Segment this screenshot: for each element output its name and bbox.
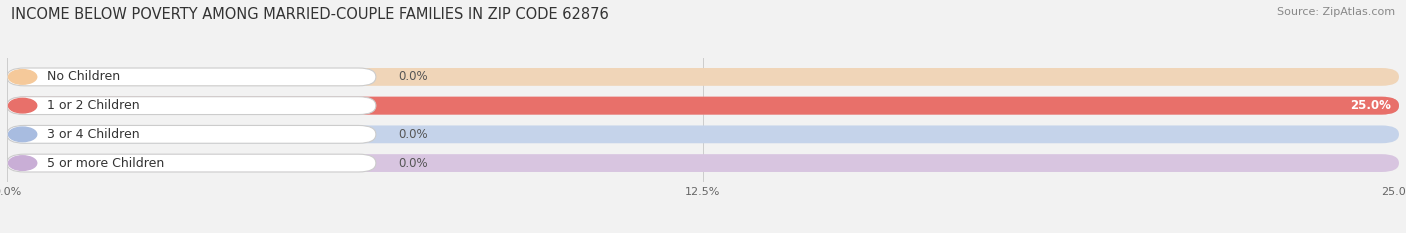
Text: 5 or more Children: 5 or more Children (46, 157, 163, 170)
Text: 0.0%: 0.0% (398, 70, 427, 83)
Text: 0.0%: 0.0% (398, 157, 427, 170)
FancyBboxPatch shape (7, 68, 375, 86)
Text: 1 or 2 Children: 1 or 2 Children (46, 99, 139, 112)
Circle shape (8, 70, 37, 84)
FancyBboxPatch shape (7, 125, 1399, 143)
FancyBboxPatch shape (7, 97, 1399, 115)
Text: INCOME BELOW POVERTY AMONG MARRIED-COUPLE FAMILIES IN ZIP CODE 62876: INCOME BELOW POVERTY AMONG MARRIED-COUPL… (11, 7, 609, 22)
Text: 25.0%: 25.0% (1350, 99, 1391, 112)
Text: Source: ZipAtlas.com: Source: ZipAtlas.com (1277, 7, 1395, 17)
FancyBboxPatch shape (7, 125, 375, 143)
FancyBboxPatch shape (7, 68, 1399, 86)
Circle shape (8, 127, 37, 142)
Circle shape (8, 156, 37, 170)
Circle shape (8, 98, 37, 113)
Text: 3 or 4 Children: 3 or 4 Children (46, 128, 139, 141)
FancyBboxPatch shape (7, 154, 375, 172)
FancyBboxPatch shape (7, 154, 1399, 172)
Text: No Children: No Children (46, 70, 120, 83)
FancyBboxPatch shape (7, 97, 375, 115)
Text: 0.0%: 0.0% (398, 128, 427, 141)
FancyBboxPatch shape (7, 97, 1399, 115)
